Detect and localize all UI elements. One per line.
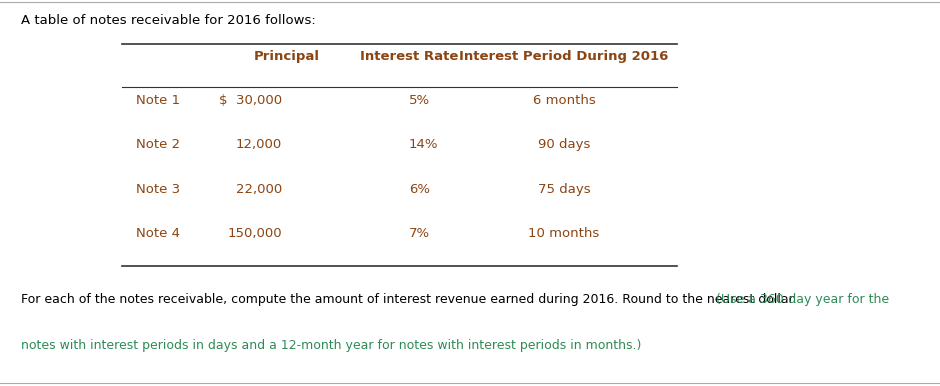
Text: For each of the notes receivable, compute the amount of interest revenue earned : For each of the notes receivable, comput…	[21, 293, 796, 306]
Text: Note 2: Note 2	[136, 138, 180, 151]
Text: 5%: 5%	[409, 94, 430, 107]
Text: 150,000: 150,000	[227, 227, 282, 240]
Text: Principal: Principal	[254, 50, 320, 63]
Text: notes with interest periods in days and a 12-month year for notes with interest : notes with interest periods in days and …	[21, 339, 641, 352]
Text: Note 1: Note 1	[136, 94, 180, 107]
Text: 90 days: 90 days	[538, 138, 590, 151]
Text: Note 3: Note 3	[136, 183, 180, 196]
Text: $  30,000: $ 30,000	[219, 94, 282, 107]
Text: Note 4: Note 4	[136, 227, 180, 240]
Text: 6 months: 6 months	[533, 94, 595, 107]
Text: Interest Rate: Interest Rate	[360, 50, 458, 63]
Text: 75 days: 75 days	[538, 183, 590, 196]
Text: 14%: 14%	[409, 138, 438, 151]
Text: 10 months: 10 months	[528, 227, 600, 240]
Text: Interest Period During 2016: Interest Period During 2016	[460, 50, 668, 63]
Text: (Use a 360-day year for the: (Use a 360-day year for the	[712, 293, 888, 306]
Text: 22,000: 22,000	[236, 183, 282, 196]
Text: 12,000: 12,000	[236, 138, 282, 151]
Text: 6%: 6%	[409, 183, 430, 196]
Text: 7%: 7%	[409, 227, 430, 240]
Text: A table of notes receivable for 2016 follows:: A table of notes receivable for 2016 fol…	[21, 14, 316, 27]
